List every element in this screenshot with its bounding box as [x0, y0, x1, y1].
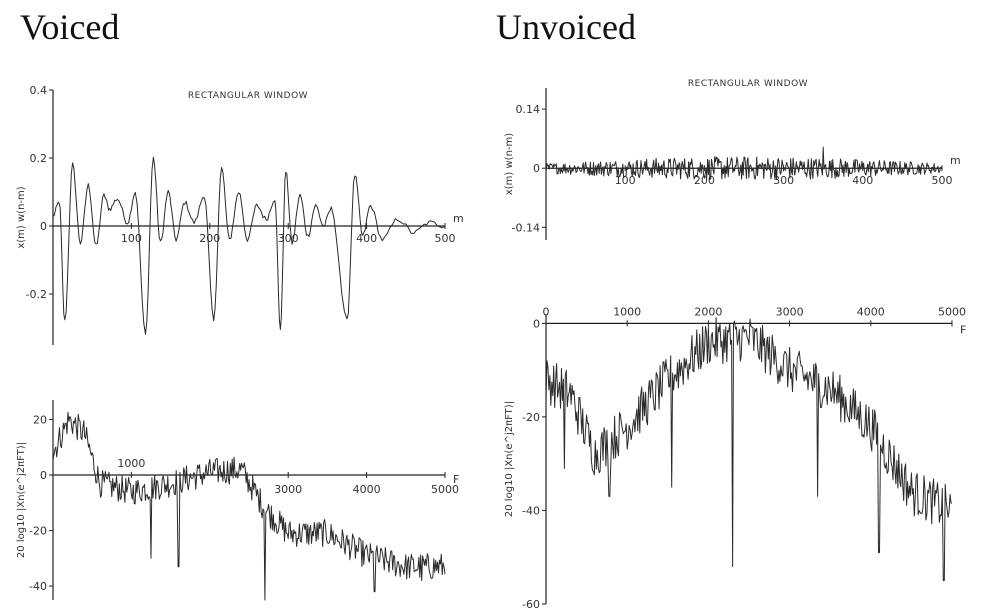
- voiced-spectrum-y-tick-label: 20: [33, 413, 47, 426]
- unvoiced-waveform-series-line: [545, 146, 943, 181]
- voiced-waveform-y-tick-label: 0.4: [30, 84, 48, 97]
- unvoiced-spectrum-series-line: [545, 317, 953, 582]
- voiced-waveform-x-tick-label: 500: [435, 232, 456, 245]
- voiced-waveform-x-tick-label: 400: [356, 232, 377, 245]
- voiced-spectrum-y-tick-label: 0: [40, 469, 47, 482]
- unvoiced-waveform-title: RECTANGULAR WINDOW: [688, 79, 808, 89]
- voiced-waveform-title: RECTANGULAR WINDOW: [188, 91, 308, 101]
- voiced-waveform-x-tick-label: 200: [199, 232, 220, 245]
- unvoiced-waveform-x-tick-label: 400: [852, 174, 873, 187]
- unvoiced-waveform-y-tick-label: 0: [533, 162, 540, 175]
- unvoiced-spectrum-x-tick-label: 1000: [613, 305, 641, 318]
- unvoiced-spectrum-y-tick-label: 0: [533, 317, 540, 330]
- voiced-spectrum-x-tick-label: 4000: [353, 483, 381, 496]
- unvoiced-waveform-x-tick-label: 100: [615, 174, 636, 187]
- voiced-spectrum-y-label: 20 log10 |Xn(e^j2πFT)|: [16, 442, 27, 558]
- voiced-spectrum-y-tick-label: -20: [29, 525, 47, 538]
- unvoiced-spectrum-x-tick-label: 2000: [694, 305, 722, 318]
- unvoiced-spectrum-x-label: F: [960, 323, 966, 336]
- unvoiced-waveform-x-tick-label: 300: [773, 174, 794, 187]
- voiced-waveform-x-tick-label: 300: [278, 232, 299, 245]
- voiced-spectrum-x-tick-label: 3000: [274, 483, 302, 496]
- unvoiced-heading: Unvoiced: [496, 7, 636, 47]
- voiced-spectrum-y-tick-label: -40: [29, 580, 47, 593]
- unvoiced-spectrum-y-tick-label: -60: [522, 598, 540, 611]
- unvoiced-spectrum-y-label: 20 log10 |Xn(e^j2πFT)|: [504, 401, 515, 517]
- voiced-heading: Voiced: [20, 7, 120, 47]
- unvoiced-spectrum-x-tick-label: 4000: [857, 305, 885, 318]
- voiced-spectrum-x-label: F: [453, 473, 459, 486]
- unvoiced-waveform-x-label: m: [950, 154, 961, 167]
- unvoiced-spectrum-y-tick-label: -40: [522, 504, 540, 517]
- voiced-waveform-y-tick-label: 0.2: [30, 152, 48, 165]
- voiced-waveform-y-tick-label: 0: [40, 220, 47, 233]
- unvoiced-spectrum-y-tick-label: -20: [522, 411, 540, 424]
- unvoiced-spectrum-chart: 0 -20 -40 -60 0 1000 2000 3000 4000 5000 F 20 log10…: [504, 305, 966, 611]
- voiced-waveform-y-tick-label: -0.2: [26, 288, 47, 301]
- unvoiced-waveform-y-tick-label: 0.14: [516, 103, 541, 116]
- unvoiced-waveform-y-tick-label: -0.14: [512, 221, 540, 234]
- voiced-spectrum-x-tick-label: 1000: [117, 457, 145, 470]
- unvoiced-spectrum-x-tick-label: 3000: [776, 305, 804, 318]
- voiced-waveform-x-tick-label: 100: [121, 232, 142, 245]
- unvoiced-spectrum-x-tick-label: 0: [543, 305, 550, 318]
- voiced-spectrum-series-line: [52, 411, 446, 601]
- voiced-waveform-y-label: x(m) w(n-m): [16, 186, 27, 248]
- unvoiced-spectrum-x-tick-label: 5000: [938, 305, 966, 318]
- voiced-spectrum-x-tick-label: 5000: [431, 483, 459, 496]
- voiced-waveform-series-line: [52, 156, 446, 335]
- voiced-waveform-x-label: m: [453, 212, 464, 225]
- unvoiced-waveform-x-tick-label: 500: [932, 174, 953, 187]
- voiced-waveform-chart: 0.4 0.2 0 -0.2 100 200 300 400 500 m x(m) w(n-m) RE…: [16, 84, 464, 345]
- unvoiced-waveform-y-label: x(m) w(n-m): [504, 133, 515, 195]
